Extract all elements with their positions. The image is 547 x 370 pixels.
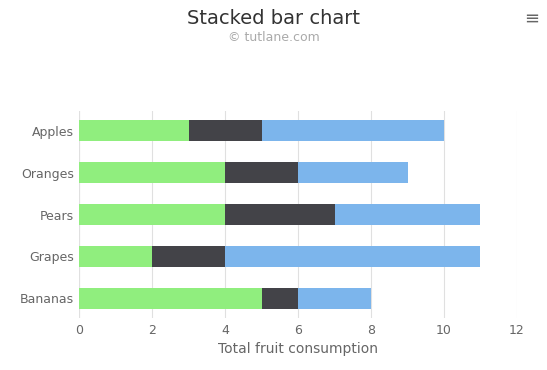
Bar	[225, 246, 480, 267]
Bar	[261, 288, 298, 309]
Bar	[298, 162, 408, 183]
Text: © tutlane.com: © tutlane.com	[228, 31, 319, 44]
Bar	[261, 120, 444, 141]
Bar	[79, 120, 189, 141]
Bar	[225, 162, 298, 183]
Bar	[79, 204, 225, 225]
Bar	[152, 246, 225, 267]
Bar	[298, 288, 371, 309]
Bar	[79, 288, 261, 309]
Bar	[189, 120, 261, 141]
Bar	[79, 246, 152, 267]
Bar	[335, 204, 480, 225]
Bar	[225, 204, 335, 225]
X-axis label: Total fruit consumption: Total fruit consumption	[218, 342, 378, 356]
Text: ≡: ≡	[523, 9, 539, 27]
Bar	[79, 162, 225, 183]
Text: Stacked bar chart: Stacked bar chart	[187, 9, 360, 28]
